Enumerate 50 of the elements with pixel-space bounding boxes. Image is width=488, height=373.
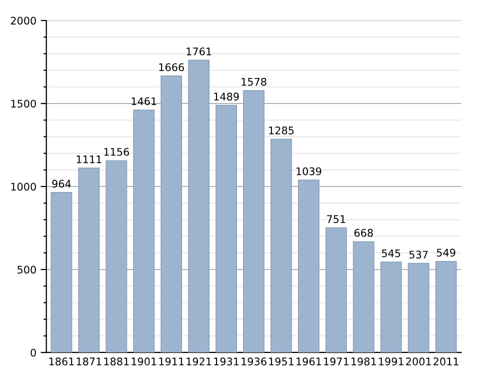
x-tick-label: 1881: [104, 358, 129, 366]
x-tick-label: 1871: [76, 358, 102, 366]
y-tick-label: 2000: [10, 16, 36, 25]
x-tick-label: 1961: [296, 358, 321, 366]
bar: [435, 260, 457, 352]
data-label: 1111: [76, 156, 102, 164]
data-label: 964: [52, 180, 71, 188]
bar: [380, 262, 402, 352]
y-tick-label: 0: [30, 348, 36, 357]
data-label: 1761: [186, 48, 212, 56]
x-tick-label: 1936: [242, 358, 266, 366]
x-tick-label: 1981: [352, 358, 376, 366]
bar: [325, 227, 347, 352]
data-label: 537: [409, 250, 428, 259]
y-tick-label: 500: [18, 266, 36, 274]
x-tick-label: 1921: [186, 358, 212, 366]
bar: [298, 180, 320, 352]
data-label: 668: [354, 228, 373, 237]
bar: [78, 168, 100, 352]
bar: [188, 60, 210, 352]
bar: [133, 110, 155, 352]
x-tick-label: 1991: [379, 358, 404, 366]
bar: [408, 262, 430, 352]
data-label: 1156: [104, 148, 130, 156]
bar: [216, 104, 238, 352]
x-tick-label: 1931: [214, 358, 239, 366]
data-label: 751: [327, 215, 346, 224]
data-label: 1461: [132, 97, 156, 106]
data-label: 1666: [159, 63, 184, 72]
x-tick-label: 1901: [132, 358, 156, 366]
x-tick-label: 2011: [434, 358, 458, 366]
data-label: 1285: [269, 126, 294, 134]
bar: [160, 76, 182, 352]
y-tick-label: 1000: [11, 182, 36, 191]
data-label: 545: [382, 249, 400, 258]
x-tick-label: 1911: [159, 358, 184, 366]
x-tick-label: 2001: [406, 358, 431, 366]
x-tick-label: 1861: [49, 358, 74, 366]
bar: [270, 138, 292, 352]
y-tick-label: 1500: [11, 100, 36, 108]
bar: [106, 160, 128, 352]
x-tick-label: 1951: [269, 358, 294, 366]
x-tick-label: 1971: [324, 358, 348, 366]
data-label: 1489: [214, 92, 239, 101]
bar: [352, 241, 374, 352]
bar: [50, 192, 72, 352]
data-label: 1578: [242, 78, 266, 86]
data-label: 549: [436, 248, 456, 257]
data-label: 1039: [296, 167, 322, 176]
bar: [243, 90, 264, 352]
